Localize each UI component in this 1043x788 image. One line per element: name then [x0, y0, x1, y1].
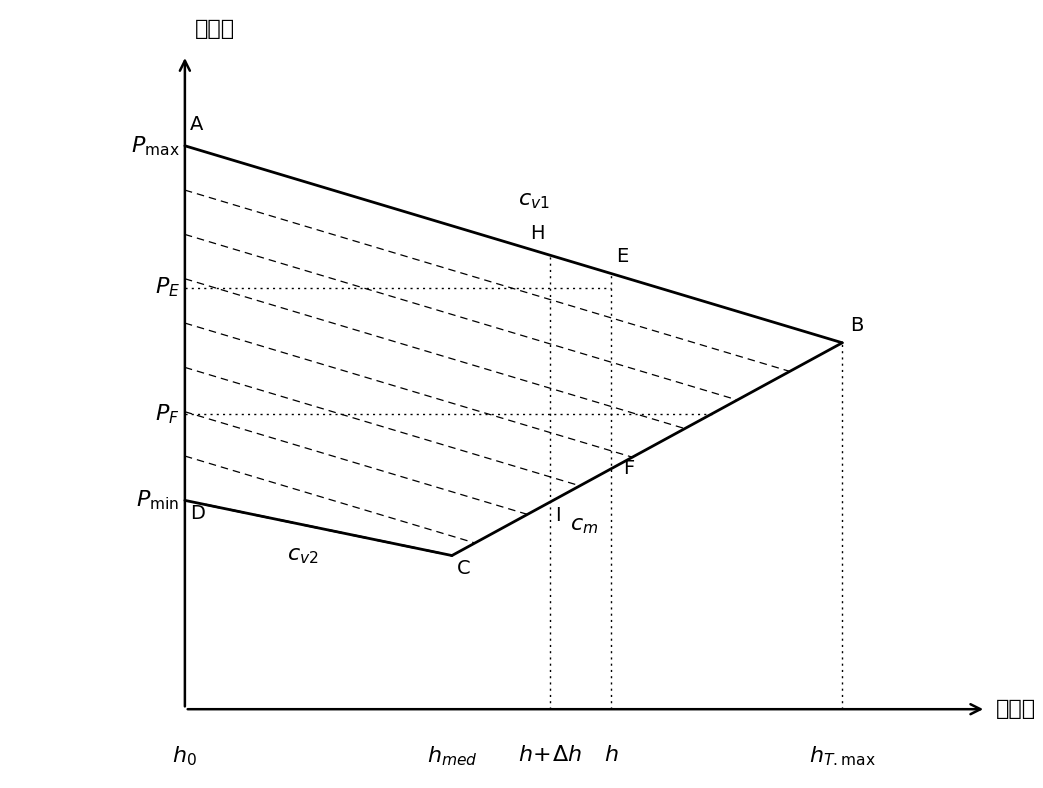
Text: $h_0$: $h_0$: [172, 745, 197, 768]
Text: 热功率: 热功率: [996, 699, 1037, 719]
Text: $P_{\mathrm{max}}$: $P_{\mathrm{max}}$: [131, 134, 179, 158]
Text: H: H: [530, 225, 544, 243]
Text: $c_{v1}$: $c_{v1}$: [518, 191, 550, 211]
Text: $c_m$: $c_m$: [571, 516, 599, 536]
Text: $c_{v2}$: $c_{v2}$: [287, 545, 319, 566]
Text: 电功率: 电功率: [195, 20, 236, 39]
Text: D: D: [190, 504, 204, 523]
Text: $h\!+\!\Delta h$: $h\!+\!\Delta h$: [517, 745, 582, 764]
Text: F: F: [624, 459, 635, 478]
Text: $h_{med}$: $h_{med}$: [427, 745, 478, 768]
Text: $h$: $h$: [604, 745, 618, 764]
Text: E: E: [616, 247, 629, 266]
Text: $P_F$: $P_F$: [155, 402, 179, 426]
Text: $P_{\mathrm{min}}$: $P_{\mathrm{min}}$: [137, 489, 179, 512]
Text: I: I: [555, 507, 560, 526]
Text: $h_{T.\max}$: $h_{T.\max}$: [808, 745, 876, 768]
Text: C: C: [457, 559, 470, 578]
Text: A: A: [190, 115, 203, 134]
Text: $P_E$: $P_E$: [154, 276, 179, 299]
Text: B: B: [850, 316, 864, 335]
